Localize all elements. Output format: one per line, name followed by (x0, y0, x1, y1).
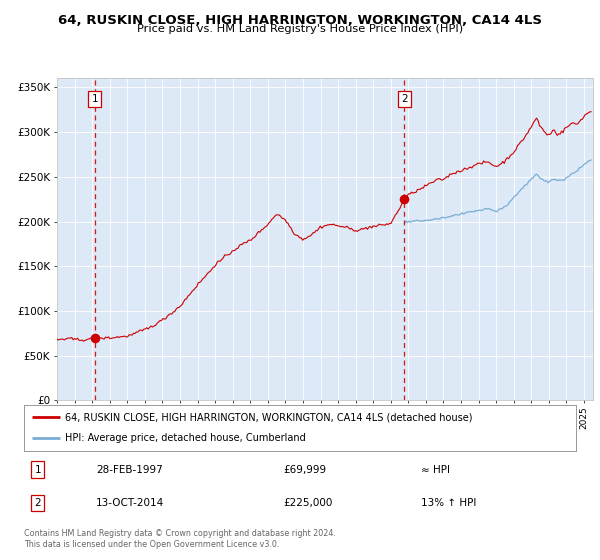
Point (400, 195, 409, 204)
Text: 2: 2 (34, 498, 41, 508)
Text: 64, RUSKIN CLOSE, HIGH HARRINGTON, WORKINGTON, CA14 4LS (detached house): 64, RUSKIN CLOSE, HIGH HARRINGTON, WORKI… (65, 412, 473, 422)
Text: 1: 1 (91, 94, 98, 104)
Text: 1: 1 (34, 465, 41, 475)
Text: 13-OCT-2014: 13-OCT-2014 (96, 498, 164, 508)
Text: 28-FEB-1997: 28-FEB-1997 (96, 465, 163, 475)
Point (90, 333, 100, 342)
Text: 13% ↑ HPI: 13% ↑ HPI (421, 498, 477, 508)
Text: 64, RUSKIN CLOSE, HIGH HARRINGTON, WORKINGTON, CA14 4LS: 64, RUSKIN CLOSE, HIGH HARRINGTON, WORKI… (58, 14, 542, 27)
Text: HPI: Average price, detached house, Cumberland: HPI: Average price, detached house, Cumb… (65, 433, 306, 444)
Text: ≈ HPI: ≈ HPI (421, 465, 451, 475)
Text: 2: 2 (401, 94, 408, 104)
Text: Price paid vs. HM Land Registry's House Price Index (HPI): Price paid vs. HM Land Registry's House … (137, 24, 463, 34)
Text: £225,000: £225,000 (283, 498, 333, 508)
Text: £69,999: £69,999 (283, 465, 326, 475)
Text: Contains HM Land Registry data © Crown copyright and database right 2024.
This d: Contains HM Land Registry data © Crown c… (24, 529, 336, 549)
